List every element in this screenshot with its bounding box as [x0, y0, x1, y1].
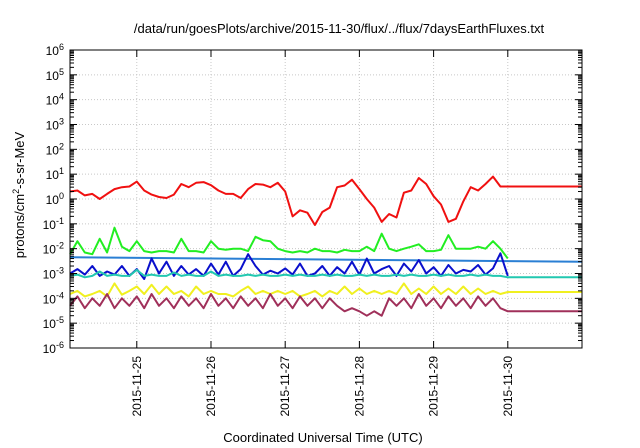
grid: [70, 50, 582, 348]
y-tick-label-base: 10: [46, 193, 60, 207]
x-axis-label: Coordinated Universal Time (UTC): [223, 430, 422, 445]
x-tick-label: 2015-11-25: [130, 356, 144, 417]
y-tick-label-exponent: -3: [56, 266, 64, 276]
y-tick-label-exponent: 1: [59, 166, 64, 176]
y-tick-label-exponent: 4: [59, 92, 64, 102]
y-tick-label-base: 10: [46, 94, 60, 108]
series-line: [69, 252, 509, 280]
chart-title: /data/run/goesPlots/archive/2015-11-30/f…: [134, 21, 545, 36]
y-axis-label: protons/cm2-s-sr-MeV: [11, 131, 27, 258]
series-group: [69, 175, 583, 317]
y-tick-label: 104: [46, 92, 64, 108]
y-tick-label-base: 10: [46, 119, 60, 133]
x-tick-label: 2015-11-30: [501, 356, 515, 417]
y-tick-label-base: 10: [46, 44, 60, 58]
x-tick-label: 2015-11-28: [352, 356, 366, 417]
series-line: [69, 268, 582, 279]
series-line: [69, 226, 509, 260]
y-tick-label-exponent: -4: [56, 290, 64, 300]
y-axis-label-base: protons/cm: [12, 194, 27, 258]
y-tick-label-exponent: 5: [59, 67, 64, 77]
y-tick-label-base: 10: [43, 317, 57, 331]
y-tick-label: 100: [46, 191, 64, 207]
y-tick-label-exponent: 0: [59, 191, 64, 201]
y-tick-label-base: 10: [43, 292, 57, 306]
series-line: [69, 175, 582, 226]
y-tick-label-exponent: 6: [59, 42, 64, 52]
series-line: [69, 293, 582, 317]
y-tick-label-exponent: -6: [56, 340, 64, 350]
y-tick-label-exponent: -2: [56, 241, 64, 251]
y-tick-label-exponent: -5: [56, 315, 64, 325]
x-tick-labels: 2015-11-25 2015-11-26 2015-11-27 2015-11-28…: [130, 356, 515, 417]
y-axis-label-rest: -s-sr-MeV: [12, 131, 27, 188]
y-tick-label-base: 10: [43, 268, 57, 282]
y-tick-label-exponent: 2: [59, 141, 64, 151]
y-tick-labels: 10-610-510-410-310-210-11001011021031041…: [43, 42, 64, 356]
y-tick-label-base: 10: [43, 243, 57, 257]
y-tick-label: 101: [46, 166, 64, 182]
y-axis-label-sup: 2: [11, 189, 21, 194]
ticks: [70, 49, 582, 349]
y-tick-label-base: 10: [43, 218, 57, 232]
y-tick-label: 10-6: [43, 340, 64, 356]
y-tick-label-base: 10: [46, 69, 60, 83]
x-tick-label: 2015-11-26: [204, 356, 218, 417]
y-tick-label: 10-2: [43, 241, 64, 257]
y-tick-label: 10-3: [43, 266, 64, 282]
y-tick-label-base: 10: [46, 143, 60, 157]
y-tick-label: 106: [46, 42, 64, 58]
y-tick-label: 103: [46, 117, 64, 133]
y-tick-label: 10-4: [43, 290, 64, 306]
y-tick-label: 102: [46, 141, 64, 157]
y-tick-label-base: 10: [46, 168, 60, 182]
series-line: [69, 282, 582, 298]
y-tick-label: 10-5: [43, 315, 64, 331]
y-tick-label: 10-1: [43, 216, 64, 232]
y-tick-label-exponent: -1: [56, 216, 64, 226]
x-tick-label: 2015-11-29: [427, 356, 441, 417]
x-tick-label: 2015-11-27: [278, 356, 292, 417]
y-tick-label-exponent: 3: [59, 117, 64, 127]
y-tick-label: 105: [46, 67, 64, 83]
y-tick-label-base: 10: [43, 342, 57, 356]
